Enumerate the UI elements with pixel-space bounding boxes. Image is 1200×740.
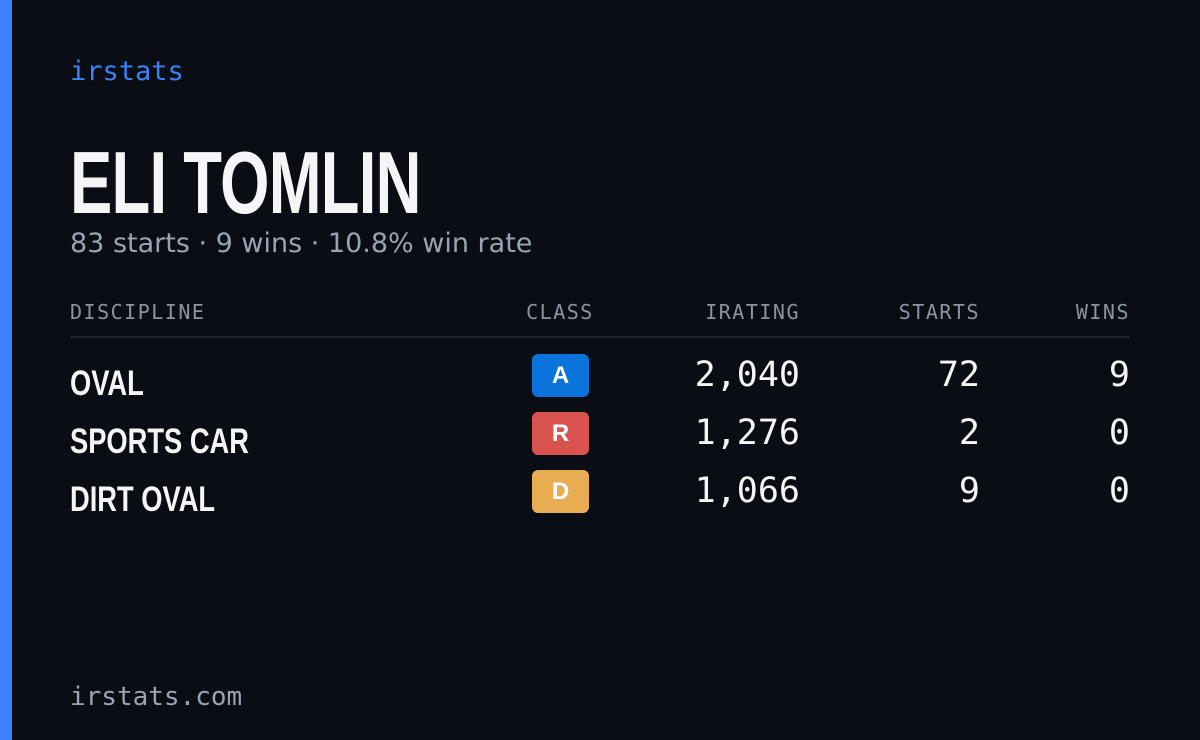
discipline: DIRT OVAL — [70, 480, 216, 519]
wins-value: 0 — [1108, 471, 1130, 511]
irating-value: 1,276 — [694, 413, 800, 453]
driver-name: ELI TOMLIN — [70, 133, 421, 232]
class-badge: A — [532, 354, 589, 397]
brand: irstats — [70, 56, 184, 87]
column-header: DISCIPLINE — [70, 300, 206, 324]
discipline: SPORTS CAR — [70, 422, 249, 461]
irating-value: 1,066 — [694, 471, 800, 511]
accent-bar — [0, 0, 12, 740]
starts-value: 9 — [958, 471, 980, 511]
column-header: STARTS — [898, 300, 980, 324]
header-rule — [70, 336, 1130, 338]
column-header: WINS — [1075, 300, 1130, 324]
irating-value: 2,040 — [694, 355, 800, 395]
footer: irstats.com — [70, 682, 243, 712]
class-badge: R — [532, 412, 589, 455]
class-badge: D — [532, 470, 589, 513]
discipline: OVAL — [70, 364, 144, 403]
wins-value: 9 — [1108, 355, 1130, 395]
starts-value: 72 — [937, 355, 980, 395]
driver-summary: 83 starts · 9 wins · 10.8% win rate — [70, 228, 533, 259]
column-header: IRATING — [705, 300, 800, 324]
column-header: CLASS — [526, 300, 594, 324]
starts-value: 2 — [958, 413, 980, 453]
wins-value: 0 — [1108, 413, 1130, 453]
